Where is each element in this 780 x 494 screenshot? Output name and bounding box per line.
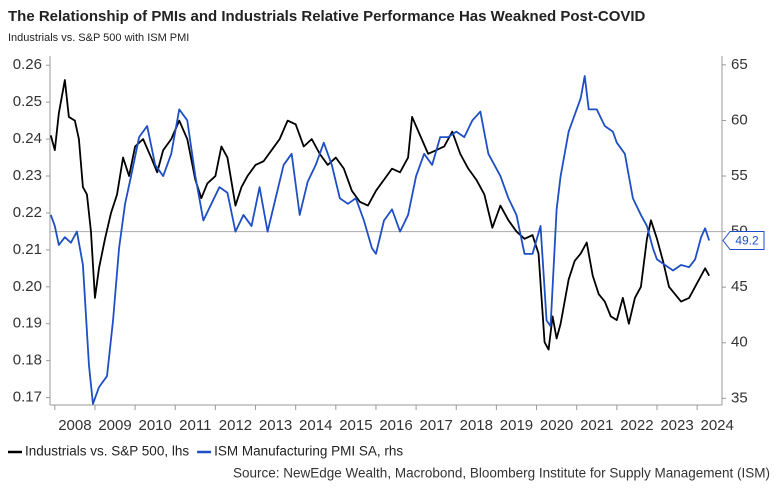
x-tick-label: 2019: [500, 417, 533, 434]
x-tick-label: 2024: [700, 417, 733, 434]
x-tick-label: 2010: [138, 417, 171, 434]
x-tick-label: 2020: [540, 417, 573, 434]
x-tick-label: 2011: [179, 417, 211, 434]
legend-label: Industrials vs. S&P 500, lhs: [25, 444, 189, 459]
y2-tick-label: 35: [731, 389, 748, 406]
chart-title: The Relationship of PMIs and Industrials…: [8, 8, 646, 25]
y-tick-label: 0.19: [13, 315, 42, 332]
y-tick-label: 0.24: [13, 130, 42, 147]
x-tick-label: 2008: [58, 417, 91, 434]
callout-label: 49.2: [735, 234, 759, 248]
x-tick-label: 2015: [339, 417, 372, 434]
y-tick-label: 0.21: [13, 241, 42, 258]
x-tick-label: 2016: [379, 417, 412, 434]
x-tick-label: 2018: [460, 417, 493, 434]
y-tick-label: 0.20: [13, 278, 42, 295]
x-tick-label: 2013: [259, 417, 292, 434]
series-line: [49, 75, 711, 405]
y-tick-label: 0.22: [13, 204, 42, 221]
y2-tick-label: 40: [731, 334, 748, 351]
y2-tick-label: 55: [731, 167, 748, 184]
y-tick-label: 0.25: [13, 93, 42, 110]
y-tick-label: 0.26: [13, 56, 42, 73]
y2-tick-label: 60: [731, 111, 748, 128]
chart-subtitle: Industrials vs. S&P 500 with ISM PMI: [8, 32, 189, 44]
callout-box: [722, 231, 765, 251]
y-tick-label: 0.18: [13, 352, 42, 369]
x-tick-label: 2012: [219, 417, 252, 434]
x-tick-label: 2022: [620, 417, 653, 434]
x-tick-label: 2017: [419, 417, 452, 434]
y-tick-label: 0.17: [13, 389, 42, 406]
x-tick-label: 2023: [660, 417, 693, 434]
y-tick-label: 0.23: [13, 167, 42, 184]
x-tick-label: 2009: [98, 417, 131, 434]
y2-tick-label: 45: [731, 278, 748, 295]
x-tick-label: 2021: [580, 417, 613, 434]
x-tick-label: 2014: [299, 417, 332, 434]
legend-label: ISM Manufacturing PMI SA, rhs: [214, 444, 403, 459]
y2-tick-label: 65: [731, 56, 748, 73]
source-note: Source: NewEdge Wealth, Macrobond, Bloom…: [233, 466, 770, 481]
series-line: [49, 79, 710, 351]
